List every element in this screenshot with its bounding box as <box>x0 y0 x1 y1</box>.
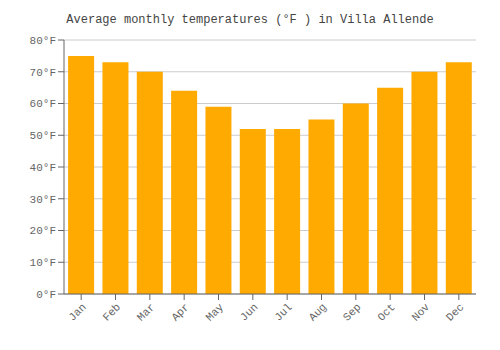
svg-text:60°F: 60°F <box>30 98 56 110</box>
html-text:Average monthly temperatures (: Average monthly temperatures (°F ) in Vi… <box>66 13 434 27</box>
svg-text:40°F: 40°F <box>30 162 56 174</box>
svg-text:50°F: 50°F <box>30 130 56 142</box>
svg-text:Nov: Nov <box>410 301 433 324</box>
svg-text:10°F: 10°F <box>30 257 56 269</box>
svg-text:20°F: 20°F <box>30 225 56 237</box>
svg-text:Sep: Sep <box>341 301 363 323</box>
svg-text:Jun: Jun <box>238 301 260 323</box>
svg-text:0°F: 0°F <box>36 289 56 301</box>
svg-text:Apr: Apr <box>169 301 191 323</box>
svg-text:Feb: Feb <box>101 301 123 323</box>
svg-text:Mar: Mar <box>135 301 157 323</box>
svg-text:Aug: Aug <box>307 301 329 323</box>
svg-text:May: May <box>204 301 227 324</box>
svg-text:Jul: Jul <box>272 301 294 323</box>
svg-text:30°F: 30°F <box>30 194 56 206</box>
svg-text:80°F: 80°F <box>30 35 56 47</box>
svg-text:Oct: Oct <box>375 301 397 323</box>
svg-text:Dec: Dec <box>444 301 466 323</box>
svg-text:70°F: 70°F <box>30 67 56 79</box>
svg-text:Jan: Jan <box>66 301 88 323</box>
